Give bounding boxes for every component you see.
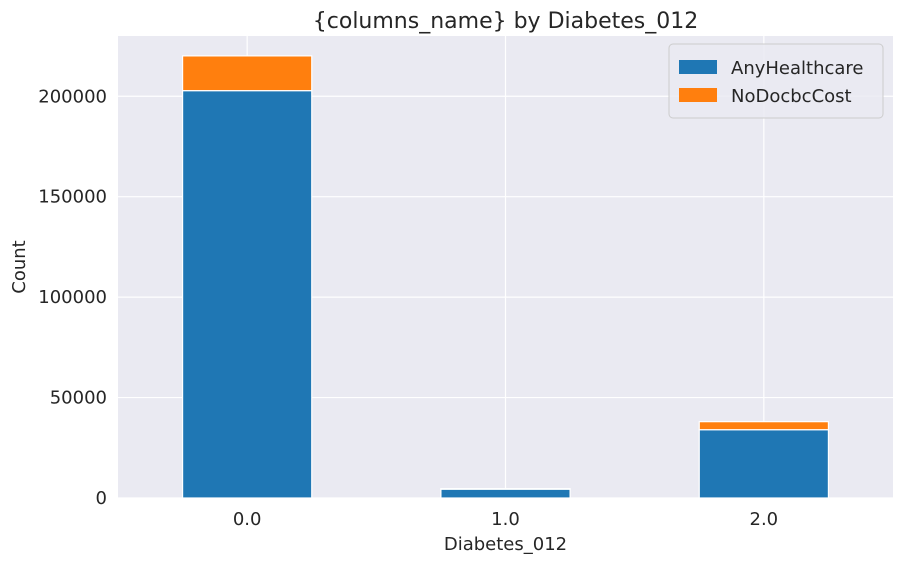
y-tick-label: 50000 bbox=[50, 388, 107, 409]
legend-label-nodocbccost: NoDocbcCost bbox=[731, 86, 852, 107]
y-axis-ticks: 0 50000 100000 150000 200000 bbox=[38, 86, 107, 509]
y-tick-label: 0 bbox=[96, 488, 107, 509]
bar-nodocbccost-1-0 bbox=[440, 487, 571, 490]
x-tick-label: 0.0 bbox=[233, 509, 262, 530]
chart-title: {columns_name} by Diabetes_012 bbox=[313, 9, 698, 34]
legend-box bbox=[668, 43, 884, 119]
bar-anyhealthcare-0-0 bbox=[181, 90, 313, 499]
y-tick-label: 150000 bbox=[38, 187, 107, 208]
x-tick-label: 2.0 bbox=[750, 509, 779, 530]
y-tick-label: 200000 bbox=[38, 86, 107, 107]
legend-swatch-nodocbccost bbox=[679, 88, 717, 102]
bar-nodocbccost-0-0 bbox=[181, 55, 313, 92]
x-tick-label: 1.0 bbox=[491, 509, 520, 530]
bars bbox=[181, 55, 830, 499]
bar-nodocbccost-2-0 bbox=[698, 421, 830, 431]
y-axis-label: Count bbox=[9, 240, 30, 293]
bar-anyhealthcare-2-0 bbox=[698, 429, 830, 499]
legend: AnyHealthcare NoDocbcCost bbox=[668, 43, 884, 119]
x-axis-label: Diabetes_012 bbox=[444, 534, 567, 555]
legend-label-anyhealthcare: AnyHealthcare bbox=[731, 58, 864, 79]
bar-anyhealthcare-1-0 bbox=[440, 488, 571, 499]
x-axis-ticks: 0.0 1.0 2.0 bbox=[233, 509, 778, 530]
y-tick-label: 100000 bbox=[38, 287, 107, 308]
legend-swatch-anyhealthcare bbox=[679, 60, 717, 74]
